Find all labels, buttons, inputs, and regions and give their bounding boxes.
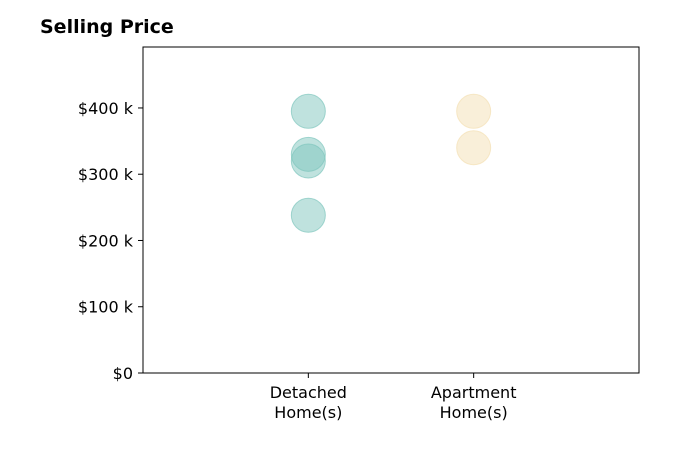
data-point	[290, 143, 326, 179]
data-point	[456, 130, 492, 166]
y-tick-label: $0	[113, 364, 133, 383]
chart-title: Selling Price	[40, 16, 174, 38]
x-tick-label: Apartment Home(s)	[431, 383, 517, 422]
plot-frame	[142, 46, 640, 374]
y-tick-label: $400 k	[78, 99, 134, 118]
data-point	[456, 93, 492, 129]
y-tick-label: $300 k	[78, 165, 134, 184]
y-tick-label: $200 k	[78, 231, 134, 250]
x-tick-label: Detached Home(s)	[270, 383, 347, 422]
data-point	[290, 93, 326, 129]
data-point	[290, 197, 326, 233]
y-tick-label: $100 k	[78, 298, 134, 317]
